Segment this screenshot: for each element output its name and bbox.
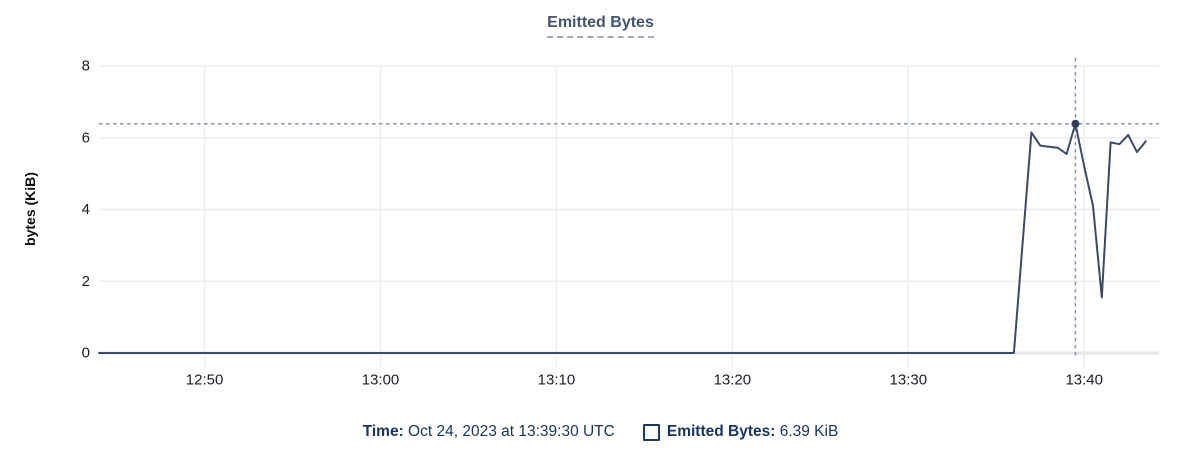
x-tick-label: 13:30: [890, 372, 928, 389]
series-value: 6.39 KiB: [775, 423, 839, 440]
y-tick-label: 8: [82, 58, 90, 75]
y-tick-label: 4: [82, 201, 90, 218]
time-label: Time:: [362, 423, 404, 440]
hover-time: Time: Oct 24, 2023 at 13:39:30 UTC: [363, 423, 615, 441]
series-swatch-checkbox[interactable]: [642, 423, 660, 441]
x-tick-label: 13:10: [538, 372, 576, 389]
legend-item-emitted-bytes[interactable]: Emitted Bytes: 6.39 KiB: [642, 423, 839, 441]
chart-canvas[interactable]: 0 2 4 6 8 12:50 13:00 13:10 13:20 13:30 13:40: [0, 0, 1201, 410]
y-tick-label: 2: [82, 273, 90, 290]
y-tick-label: 0: [82, 345, 90, 362]
series-label: Emitted Bytes:: [666, 423, 776, 440]
time-value: Oct 24, 2023 at 13:39:30 UTC: [403, 423, 615, 440]
hover-point-marker: [1071, 119, 1080, 128]
x-tick-label: 13:40: [1065, 372, 1103, 389]
series-line-emitted-bytes: [98, 122, 1147, 354]
title-row: Emitted Bytes: [0, 14, 1201, 38]
y-tick-label: 6: [82, 129, 90, 146]
x-tick-label: 12:50: [186, 372, 224, 389]
x-tick-label: 13:20: [714, 372, 752, 389]
x-tick-label: 13:00: [362, 372, 400, 389]
hover-legend: Time: Oct 24, 2023 at 13:39:30 UTC Emitt…: [0, 423, 1201, 441]
chart-title[interactable]: Emitted Bytes: [547, 14, 654, 38]
